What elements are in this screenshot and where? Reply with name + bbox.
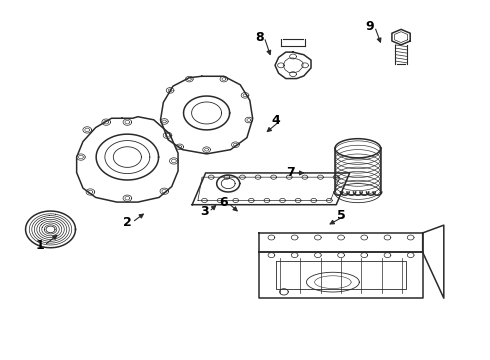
- Text: 4: 4: [272, 113, 281, 126]
- Text: 6: 6: [219, 197, 228, 210]
- Text: 1: 1: [35, 239, 44, 252]
- Text: 9: 9: [366, 20, 374, 33]
- Text: 5: 5: [337, 209, 345, 222]
- Text: 7: 7: [286, 166, 295, 179]
- Text: 2: 2: [123, 216, 132, 229]
- Text: 8: 8: [255, 31, 264, 44]
- Text: 3: 3: [200, 205, 209, 218]
